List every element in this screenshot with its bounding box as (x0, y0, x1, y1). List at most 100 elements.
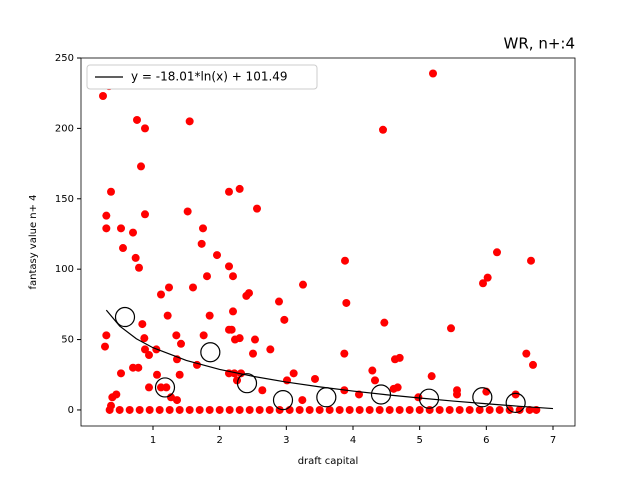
point (325, 405, 334, 414)
point (101, 342, 109, 351)
point (145, 405, 154, 414)
fit-line (105, 309, 554, 410)
point (119, 244, 127, 253)
point (213, 251, 221, 260)
point (405, 405, 414, 414)
point (395, 405, 404, 414)
point (435, 405, 444, 414)
y-tick-label: 150 (55, 194, 74, 205)
point (175, 370, 184, 379)
point (203, 272, 211, 281)
point (185, 117, 194, 126)
x-tick-label: 2 (216, 435, 222, 446)
point (115, 405, 124, 414)
point (315, 405, 324, 414)
chart-title: WR, n+:4 (504, 35, 575, 53)
point (365, 405, 374, 414)
point (266, 345, 275, 354)
point (283, 376, 291, 385)
point (385, 405, 394, 414)
point (445, 405, 454, 414)
point (163, 311, 172, 320)
point (227, 325, 236, 334)
point (275, 297, 283, 306)
point (145, 383, 153, 392)
point (102, 224, 111, 233)
y-tick-label: 250 (55, 53, 74, 64)
point (335, 405, 344, 414)
point (295, 405, 304, 414)
point (235, 184, 244, 193)
point (495, 405, 504, 414)
point (299, 280, 307, 289)
point (235, 334, 244, 343)
legend-label: y = -18.01*ln(x) + 101.49 (131, 70, 288, 84)
point (162, 383, 171, 392)
point (465, 405, 474, 414)
point (173, 396, 181, 405)
point (175, 405, 184, 414)
legend-box (86, 64, 318, 90)
point (195, 405, 204, 414)
point (253, 204, 261, 213)
point (225, 187, 233, 196)
y-tick-label: 100 (55, 264, 74, 275)
point (172, 331, 181, 340)
point (157, 290, 165, 299)
point (185, 405, 194, 414)
point (453, 390, 461, 399)
point (280, 315, 289, 324)
point (129, 228, 137, 237)
point (141, 210, 149, 219)
axes-frame (80, 57, 576, 427)
point (298, 396, 307, 405)
point (251, 335, 259, 344)
point (427, 372, 436, 381)
point (107, 187, 115, 196)
point (215, 405, 224, 414)
x-axis-label: draft capital (298, 456, 359, 467)
bin-mean (154, 377, 176, 398)
point (199, 224, 207, 233)
bin-mean (472, 387, 493, 408)
point (485, 405, 494, 414)
point (197, 239, 206, 248)
bin-mean (370, 384, 392, 405)
y-tick-label: 0 (68, 405, 74, 416)
point (368, 366, 377, 375)
point (138, 320, 147, 329)
point (455, 405, 464, 414)
point (393, 383, 402, 392)
bin-mean (272, 389, 294, 411)
point (447, 324, 455, 333)
point (99, 92, 107, 101)
point (255, 405, 264, 414)
point (429, 69, 437, 78)
point (511, 390, 520, 399)
point (155, 405, 164, 414)
x-tick-label: 3 (283, 435, 289, 446)
point (183, 207, 192, 216)
point (117, 369, 125, 378)
point (380, 318, 389, 327)
bin-mean (236, 373, 258, 394)
point (371, 376, 379, 385)
point (153, 370, 161, 379)
x-tick-label: 5 (416, 435, 422, 446)
point (189, 283, 197, 292)
point (102, 211, 111, 220)
point (289, 369, 298, 378)
point (229, 307, 237, 316)
point (165, 405, 174, 414)
point (135, 263, 143, 272)
point (479, 279, 487, 288)
point (105, 405, 114, 414)
x-tick-label: 7 (550, 435, 556, 446)
point (205, 311, 214, 320)
point (167, 393, 175, 402)
y-axis-label: fantasy value n+ 4 (28, 194, 39, 289)
plot-area (99, 69, 554, 414)
point (415, 405, 424, 414)
point (311, 374, 319, 383)
point (493, 248, 501, 257)
